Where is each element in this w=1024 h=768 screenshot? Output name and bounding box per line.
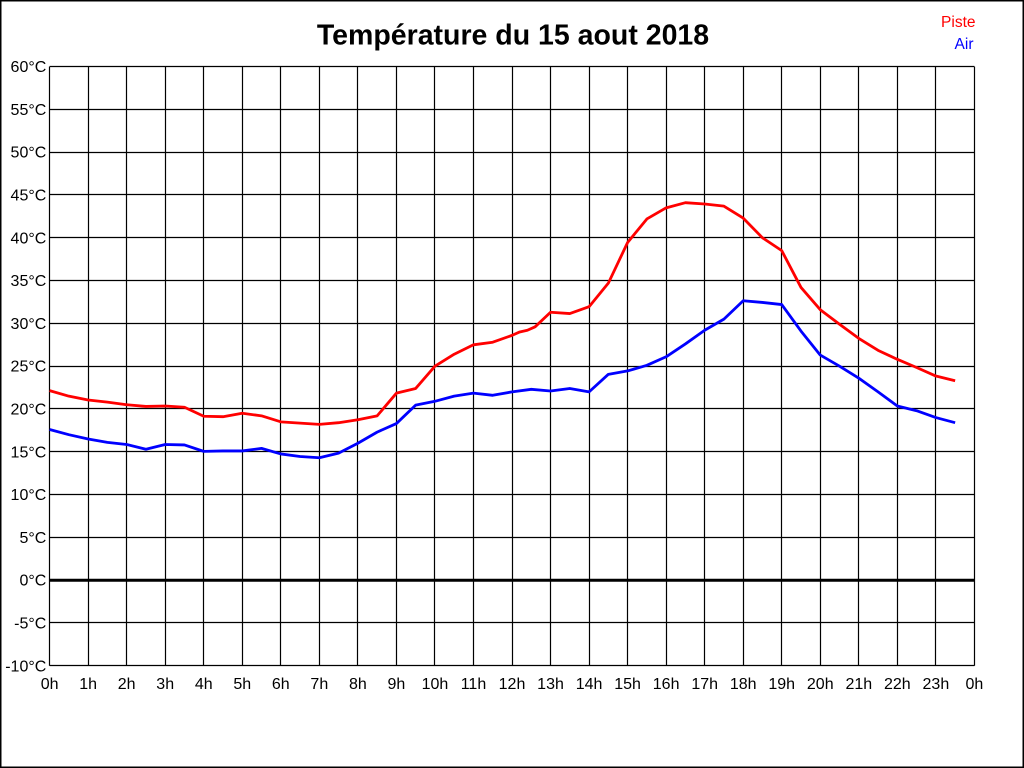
svg-text:0h: 0h: [41, 676, 59, 693]
svg-text:10°C: 10°C: [11, 487, 47, 504]
svg-text:50°C: 50°C: [11, 145, 47, 162]
svg-text:10h: 10h: [422, 676, 449, 693]
svg-text:8h: 8h: [349, 676, 367, 693]
svg-text:17h: 17h: [691, 676, 718, 693]
svg-text:1h: 1h: [79, 676, 97, 693]
svg-text:15h: 15h: [614, 676, 641, 693]
svg-text:5°C: 5°C: [19, 530, 46, 547]
svg-text:Air: Air: [955, 36, 974, 53]
svg-text:0°C: 0°C: [19, 573, 46, 590]
svg-text:12h: 12h: [499, 676, 526, 693]
svg-text:6h: 6h: [272, 676, 290, 693]
svg-text:35°C: 35°C: [11, 273, 47, 290]
svg-text:3h: 3h: [156, 676, 174, 693]
svg-text:22h: 22h: [884, 676, 911, 693]
svg-text:20h: 20h: [807, 676, 834, 693]
svg-text:-10°C: -10°C: [5, 658, 46, 675]
svg-text:19h: 19h: [768, 676, 795, 693]
svg-text:Piste: Piste: [941, 14, 975, 31]
svg-text:0h: 0h: [966, 676, 984, 693]
svg-text:21h: 21h: [845, 676, 872, 693]
svg-text:30°C: 30°C: [11, 316, 47, 333]
svg-text:55°C: 55°C: [11, 102, 47, 119]
svg-text:25°C: 25°C: [11, 359, 47, 376]
svg-text:9h: 9h: [388, 676, 406, 693]
svg-text:-5°C: -5°C: [14, 616, 46, 633]
svg-text:15°C: 15°C: [11, 444, 47, 461]
svg-text:60°C: 60°C: [11, 59, 47, 76]
svg-text:16h: 16h: [653, 676, 680, 693]
svg-text:45°C: 45°C: [11, 188, 47, 205]
svg-text:Température du 15 aout 2018: Température du 15 aout 2018: [317, 20, 709, 52]
svg-text:7h: 7h: [310, 676, 328, 693]
svg-text:5h: 5h: [233, 676, 251, 693]
svg-text:11h: 11h: [461, 676, 487, 693]
svg-text:23h: 23h: [923, 676, 950, 693]
svg-text:2h: 2h: [118, 676, 136, 693]
svg-text:4h: 4h: [195, 676, 213, 693]
svg-text:14h: 14h: [576, 676, 603, 693]
svg-text:18h: 18h: [730, 676, 757, 693]
svg-text:20°C: 20°C: [11, 402, 47, 419]
svg-text:40°C: 40°C: [11, 230, 47, 247]
svg-text:13h: 13h: [537, 676, 564, 693]
